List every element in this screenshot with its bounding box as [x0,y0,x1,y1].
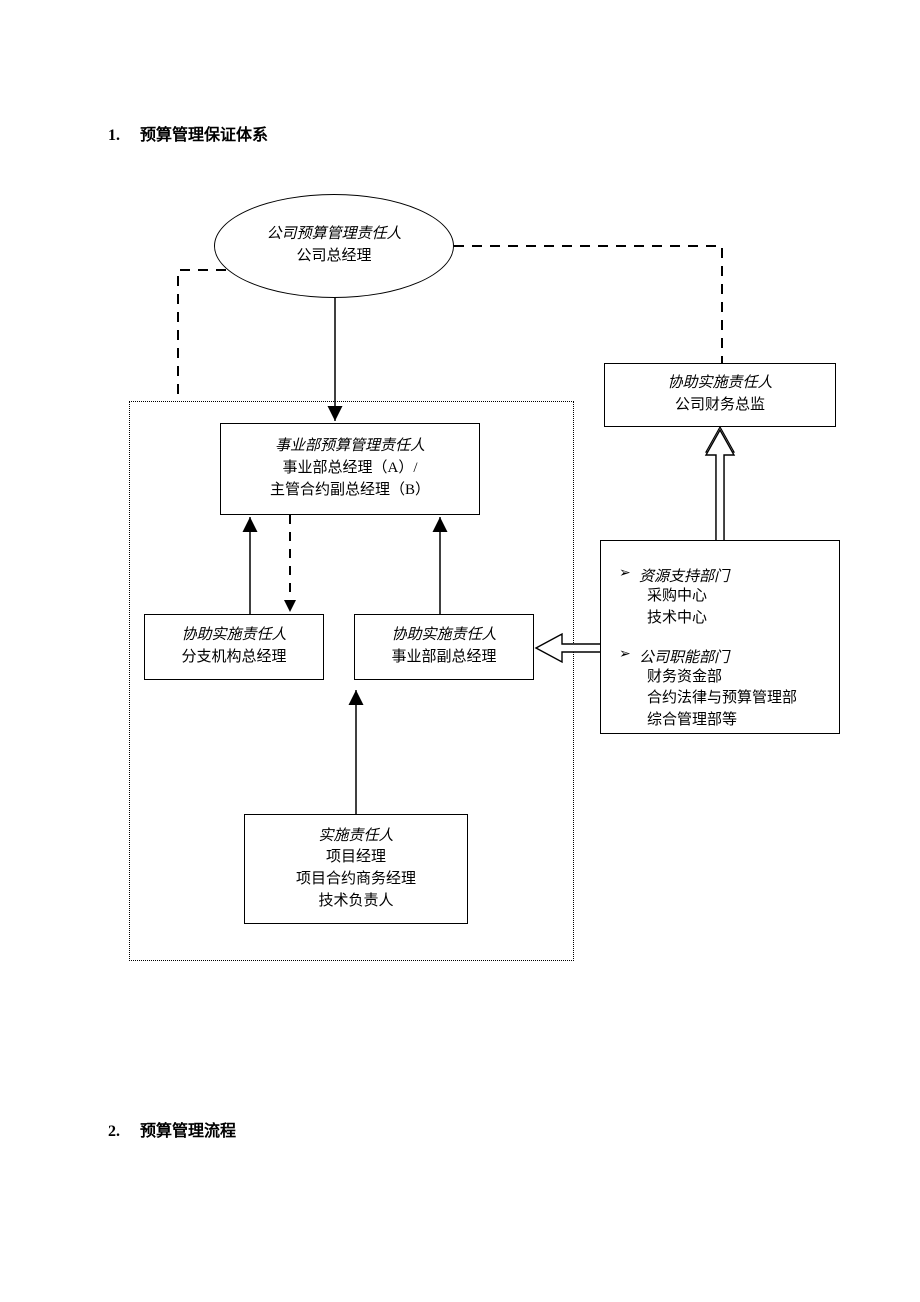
heading-2-number: 2. [108,1123,120,1141]
edge-depts-to-cfo-arrow [706,430,734,540]
edge-top-to-scope [178,270,226,401]
arrowhead-dashed-down [284,600,296,612]
page: 1. 预算管理保证体系 公司预算管理责任人 公司总经理 协助实施责任人 公司财务… [0,0,920,1302]
heading-2-text: 预算管理流程 [140,1123,236,1140]
connectors-layer [0,0,920,1302]
edge-depts-to-deputy-arrow [536,634,600,662]
edge-top-to-cfo [454,246,722,363]
heading-2: 2. 预算管理流程 [108,1117,236,1141]
